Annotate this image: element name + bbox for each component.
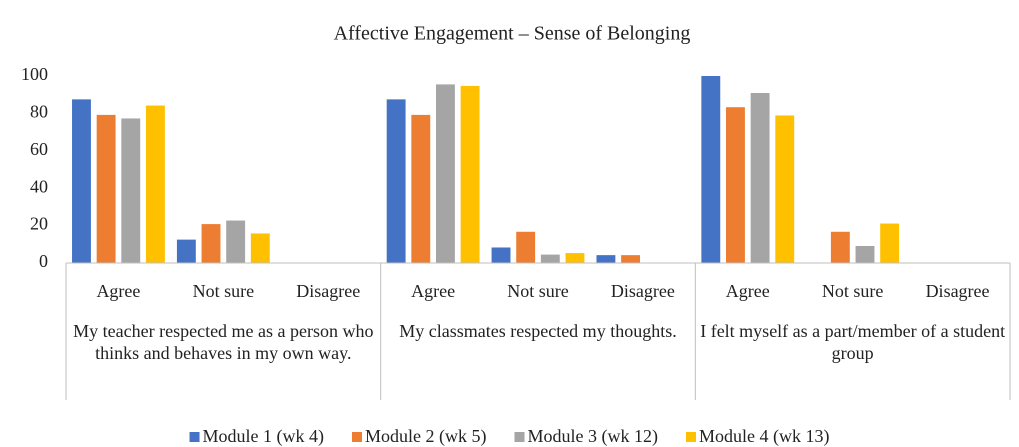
bar [201,224,221,263]
bar [775,115,795,263]
y-tick-label: 60 [30,139,48,159]
bar [72,99,91,263]
legend-label: Module 1 (wk 4) [203,426,324,447]
bar [726,107,745,263]
group-label: My teacher respected me as a person who … [73,321,374,363]
x-tick-label: Not sure [507,281,569,301]
legend-swatch [352,432,363,442]
legend-label: Module 4 (wk 13) [699,426,829,447]
legend-swatch [514,432,525,442]
x-tick-label: Not sure [822,281,884,301]
bar [830,231,850,263]
bar [145,105,165,264]
legend-label: Module 2 (wk 5) [365,426,486,447]
legend-swatch [685,432,696,442]
x-tick-label: Agree [726,281,770,301]
bar [540,254,560,263]
bar [750,93,770,263]
bar [621,255,641,263]
bar [880,223,900,263]
chart-title: Affective Engagement – Sense of Belongin… [334,23,691,45]
bar [250,233,270,263]
x-tick-label: Agree [96,281,140,301]
group-label: I felt myself as a part/member of a stud… [700,321,1006,363]
bar [226,220,246,263]
y-tick-label: 20 [30,214,48,234]
bar [386,99,406,263]
legend-label: Module 3 (wk 12) [528,426,658,447]
y-tick-label: 0 [39,251,48,271]
y-tick-label: 100 [21,64,48,84]
bar [516,231,536,263]
x-tick-label: Disagree [611,281,675,301]
bar [435,84,455,263]
x-tick-label: Disagree [926,281,990,301]
bar [565,253,585,263]
bar [855,245,875,263]
group-label: My classmates respected my thoughts. [399,321,677,341]
bar [176,239,196,263]
y-tick-label: 40 [30,176,48,196]
bar [121,118,141,263]
bar [596,255,616,263]
x-tick-label: Disagree [296,281,360,301]
x-tick-label: Not sure [193,281,255,301]
bar [491,247,511,263]
x-tick-label: Agree [411,281,455,301]
y-tick-label: 80 [30,102,48,122]
bar [411,114,431,263]
bar [460,85,480,263]
legend-swatch [189,432,200,442]
bar [96,114,116,263]
bar [701,76,721,263]
